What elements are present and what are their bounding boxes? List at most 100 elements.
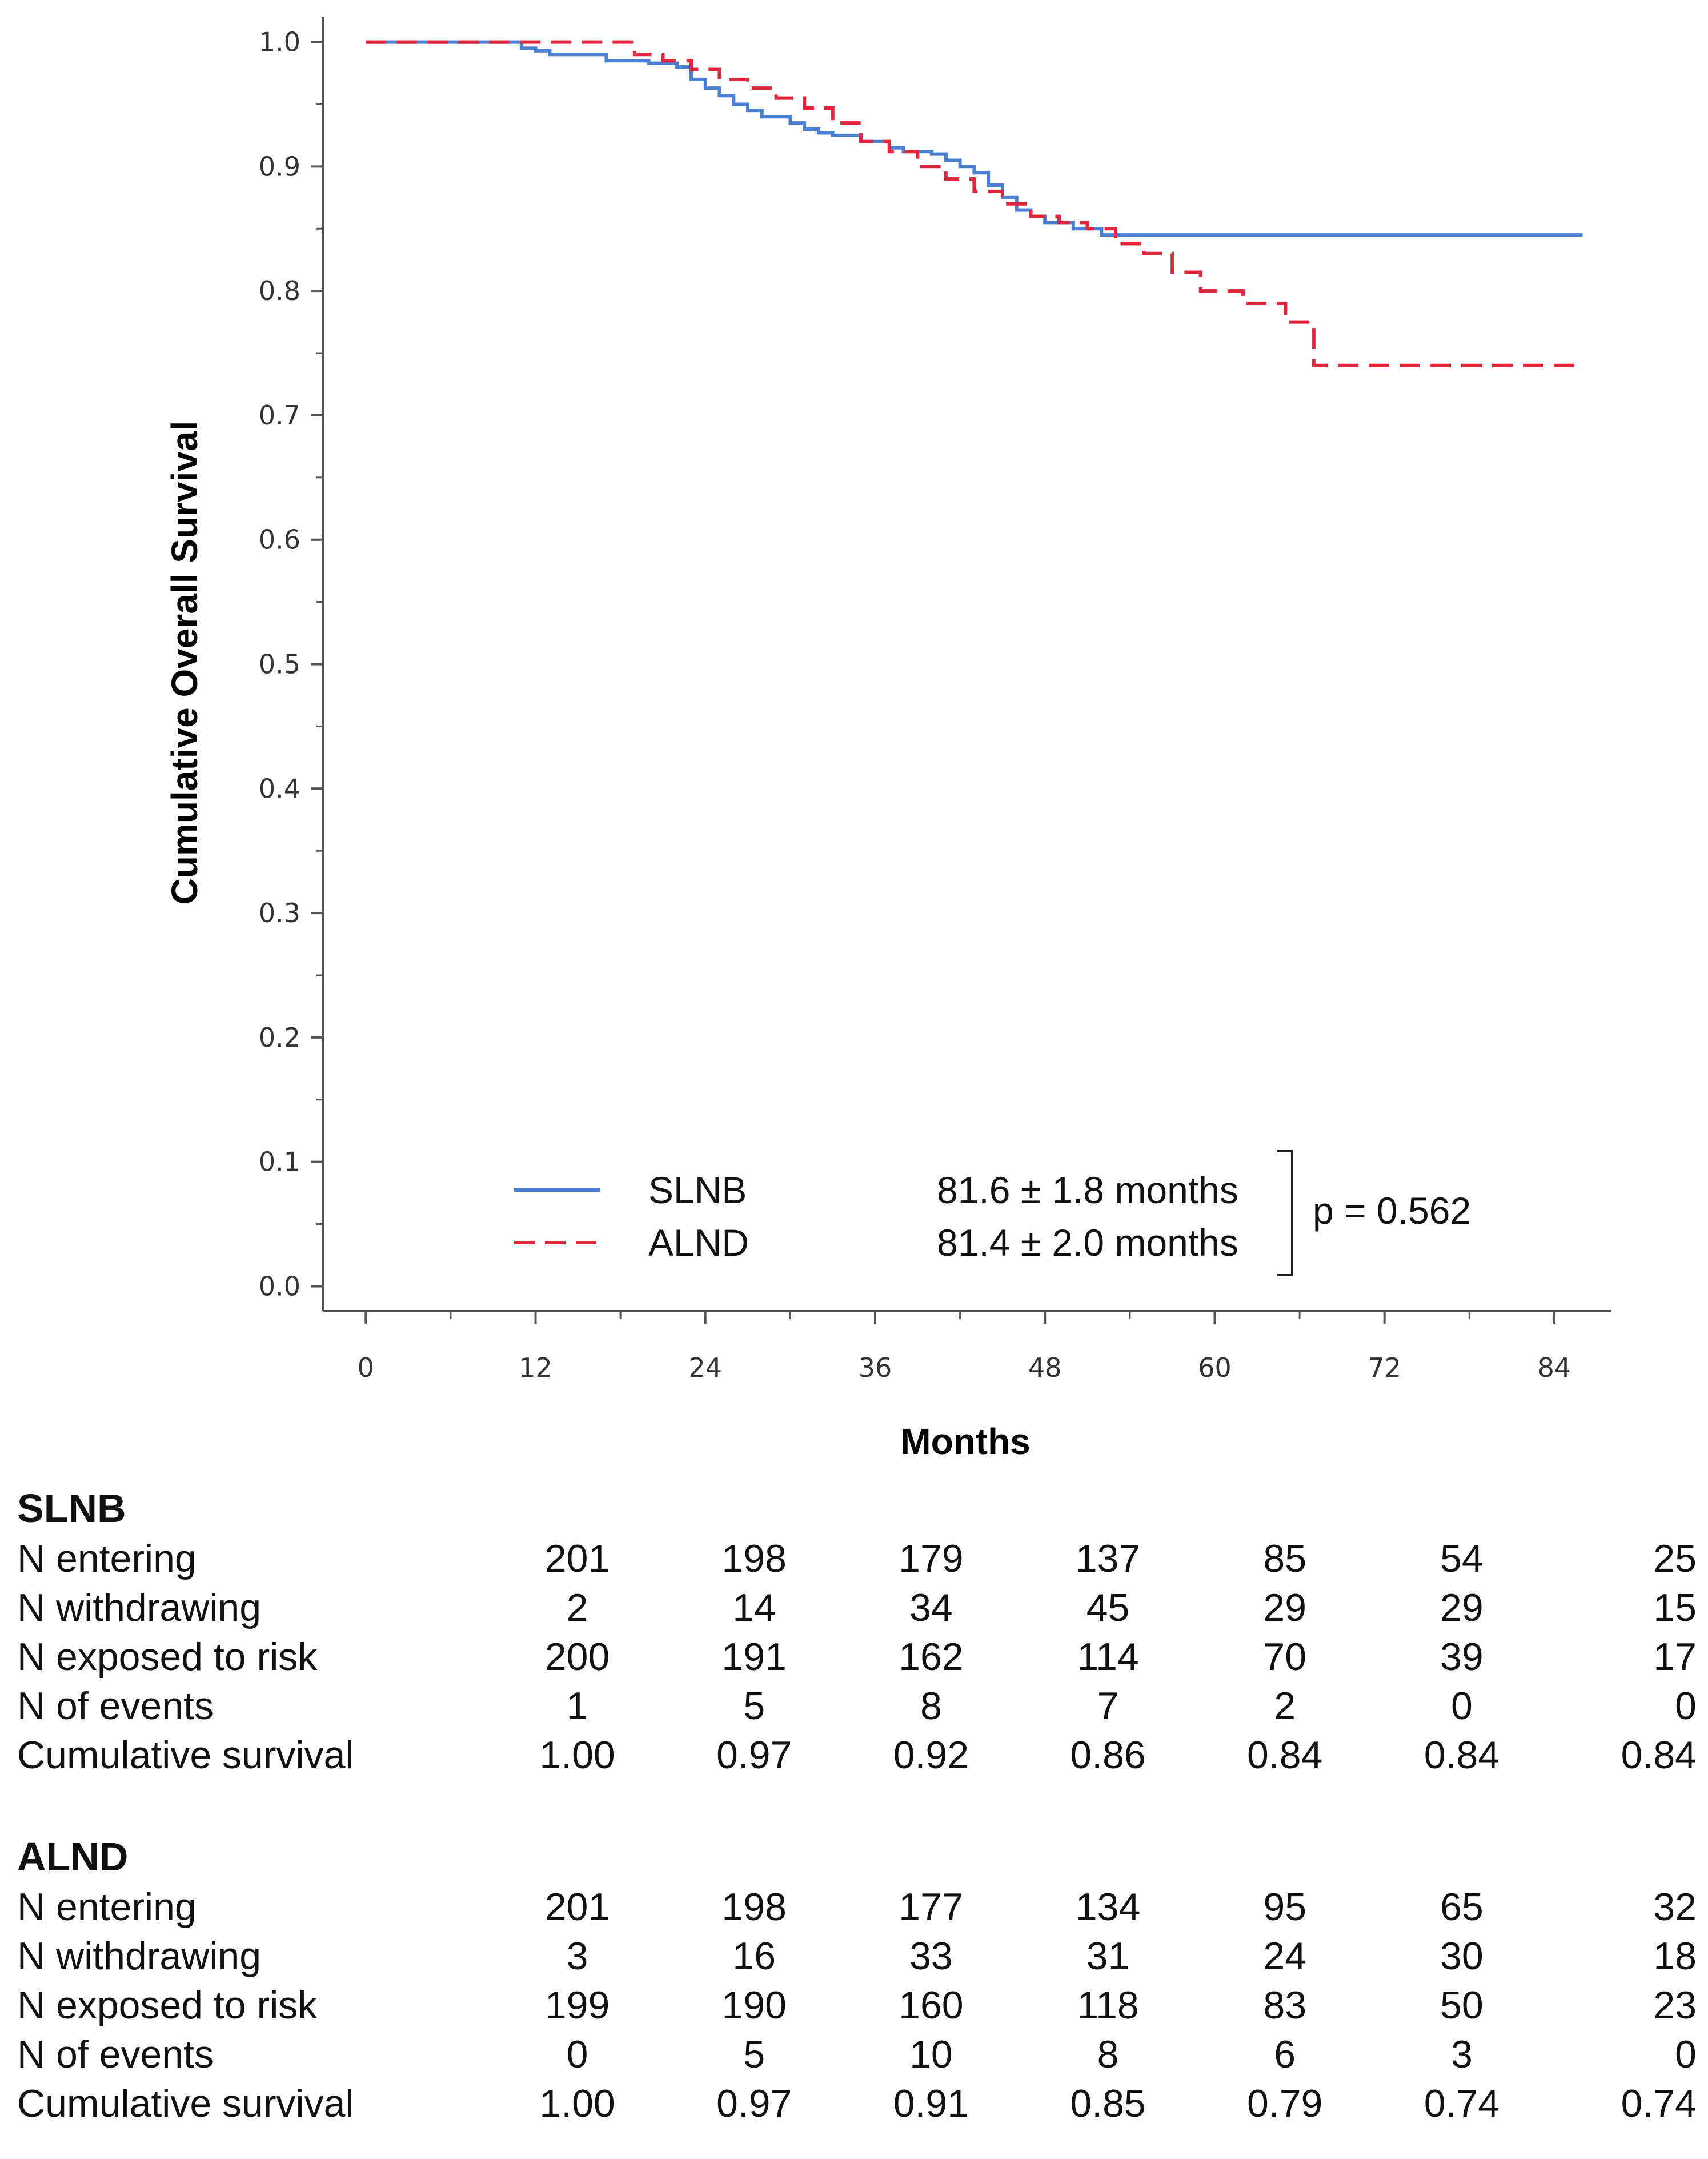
- cell: 95: [1263, 1885, 1307, 1929]
- cell: 0: [1675, 2033, 1697, 2076]
- y-tick-label: 0.9: [259, 151, 300, 182]
- cell: 0.84: [1424, 1733, 1500, 1777]
- cell: 191: [721, 1635, 787, 1679]
- x-tick-label: 84: [1538, 1352, 1571, 1383]
- x-tick-label: 48: [1028, 1352, 1062, 1383]
- cell: 0.84: [1247, 1733, 1323, 1777]
- cell: 0.86: [1070, 1733, 1146, 1777]
- cell: 5: [743, 2033, 765, 2076]
- risk-row: Cumulative survival 1.00 0.97 0.91 0.85 …: [17, 2079, 1697, 2128]
- cell: 190: [721, 1984, 787, 2027]
- cell: 85: [1263, 1537, 1307, 1580]
- cell: 0.92: [893, 1733, 969, 1777]
- risk-row: N entering 201 198 177 134 95 65 32: [17, 1882, 1697, 1932]
- risk-group-title: ALND: [17, 1834, 129, 1879]
- cell: 201: [544, 1537, 610, 1580]
- y-tick-label: 0.0: [259, 1271, 300, 1301]
- x-tick-label: 0: [358, 1352, 374, 1383]
- y-tick-label: 1.0: [259, 27, 300, 58]
- y-tick-label: 0.6: [259, 524, 300, 555]
- row-label: N entering: [17, 1885, 197, 1929]
- x-axis-title: Months: [900, 1421, 1031, 1462]
- chart-axes: 0.0 0.1 0.2 0.3 0.4 0.5 0.6 0.7 0.8 0.9 1.0 0 12 24 3…: [259, 17, 1611, 1383]
- cell: 65: [1440, 1885, 1484, 1929]
- cell: 17: [1653, 1635, 1697, 1679]
- cell: 0: [1450, 1684, 1473, 1728]
- cell: 50: [1440, 1984, 1484, 2027]
- row-label: N entering: [17, 1537, 197, 1580]
- cell: 0.79: [1247, 2082, 1323, 2125]
- cell: 177: [899, 1885, 964, 1929]
- row-label: N of events: [17, 1684, 214, 1728]
- cell: 32: [1653, 1885, 1697, 1929]
- cell: 1.00: [539, 2082, 615, 2125]
- row-label: Cumulative survival: [17, 2082, 354, 2125]
- cell: 25: [1653, 1537, 1697, 1580]
- cell: 179: [899, 1537, 964, 1580]
- cell: 0.85: [1070, 2082, 1146, 2125]
- cell: 201: [544, 1885, 610, 1929]
- survival-chart: 0.0 0.1 0.2 0.3 0.4 0.5 0.6 0.7 0.8 0.9 1.0 0 12 24 3…: [164, 17, 1611, 1462]
- x-tick-label: 60: [1198, 1352, 1232, 1383]
- cell: 70: [1263, 1635, 1307, 1679]
- cell: 162: [899, 1635, 964, 1679]
- cell: 137: [1075, 1537, 1141, 1580]
- cell: 8: [1097, 2033, 1119, 2076]
- series-line-alnd: [366, 40, 1583, 367]
- cell: 2: [566, 1586, 588, 1629]
- row-label: N exposed to risk: [17, 1635, 318, 1679]
- cell: 1: [566, 1684, 588, 1728]
- cell: 15: [1653, 1586, 1697, 1629]
- risk-row: N withdrawing 2 14 34 45 29 29 15: [17, 1583, 1697, 1632]
- cell: 198: [721, 1537, 787, 1580]
- cell: 16: [732, 1934, 776, 1978]
- row-label: N of events: [17, 2033, 214, 2076]
- cell: 45: [1086, 1586, 1130, 1629]
- row-label: Cumulative survival: [17, 1733, 354, 1777]
- series-layer: [366, 40, 1583, 367]
- risk-table: SLNB N entering 201 198 179 137 85 54 25…: [17, 1483, 1697, 2128]
- group-spacer: [17, 1780, 1697, 1831]
- cell: 0.74: [1621, 2082, 1697, 2125]
- y-axis-title: Cumulative Overall Survival: [164, 421, 205, 905]
- risk-row: Cumulative survival 1.00 0.97 0.92 0.86 …: [17, 1731, 1697, 1780]
- cell: 7: [1097, 1684, 1119, 1728]
- y-tick-label: 0.3: [259, 898, 300, 928]
- legend-summary-slnb: 81.6 ± 1.8 months: [937, 1169, 1238, 1211]
- row-label: N withdrawing: [17, 1934, 262, 1978]
- risk-row: N exposed to risk 199 190 160 118 83 50 …: [17, 1981, 1697, 2030]
- cell: 10: [909, 2033, 953, 2076]
- cell: 2: [1274, 1684, 1296, 1728]
- legend-label-slnb: SLNB: [648, 1169, 747, 1211]
- cell: 33: [909, 1934, 953, 1978]
- series-line-slnb: [366, 40, 1583, 237]
- x-tick-label: 12: [519, 1352, 552, 1383]
- x-tick-label: 36: [859, 1352, 892, 1383]
- cell: 0: [1675, 1684, 1697, 1728]
- y-tick-label: 0.1: [259, 1147, 300, 1177]
- x-tick-label: 72: [1368, 1352, 1401, 1383]
- cell: 29: [1263, 1586, 1307, 1629]
- cell: 0.84: [1621, 1733, 1697, 1777]
- cell: 18: [1653, 1934, 1697, 1978]
- legend-summary-alnd: 81.4 ± 2.0 months: [937, 1221, 1238, 1264]
- cell: 54: [1440, 1537, 1484, 1580]
- cell: 0.91: [893, 2082, 969, 2125]
- cell: 118: [1077, 1984, 1139, 2027]
- p-value-label: p = 0.562: [1313, 1189, 1471, 1232]
- y-ticks: 0.0 0.1 0.2 0.3 0.4 0.5 0.6 0.7 0.8 0.9 1.0: [259, 27, 323, 1301]
- risk-row: N of events 1 5 8 7 2 0 0: [17, 1681, 1697, 1731]
- cell: 0.97: [716, 2082, 792, 2125]
- y-tick-label: 0.8: [259, 275, 300, 306]
- cell: 39: [1440, 1635, 1484, 1679]
- cell: 8: [920, 1684, 942, 1728]
- cell: 34: [909, 1586, 953, 1629]
- x-tick-label: 24: [688, 1352, 722, 1383]
- risk-row: N of events 0 5 10 8 6 3 0: [17, 2030, 1697, 2079]
- legend: SLNB ALND 81.6 ± 1.8 months 81.4 ± 2.0 m…: [514, 1150, 1471, 1276]
- risk-group-title: SLNB: [17, 1486, 126, 1531]
- cell: 6: [1274, 2033, 1296, 2076]
- legend-label-alnd: ALND: [648, 1221, 749, 1264]
- p-value-bracket: [1277, 1150, 1293, 1276]
- cell: 30: [1440, 1934, 1484, 1978]
